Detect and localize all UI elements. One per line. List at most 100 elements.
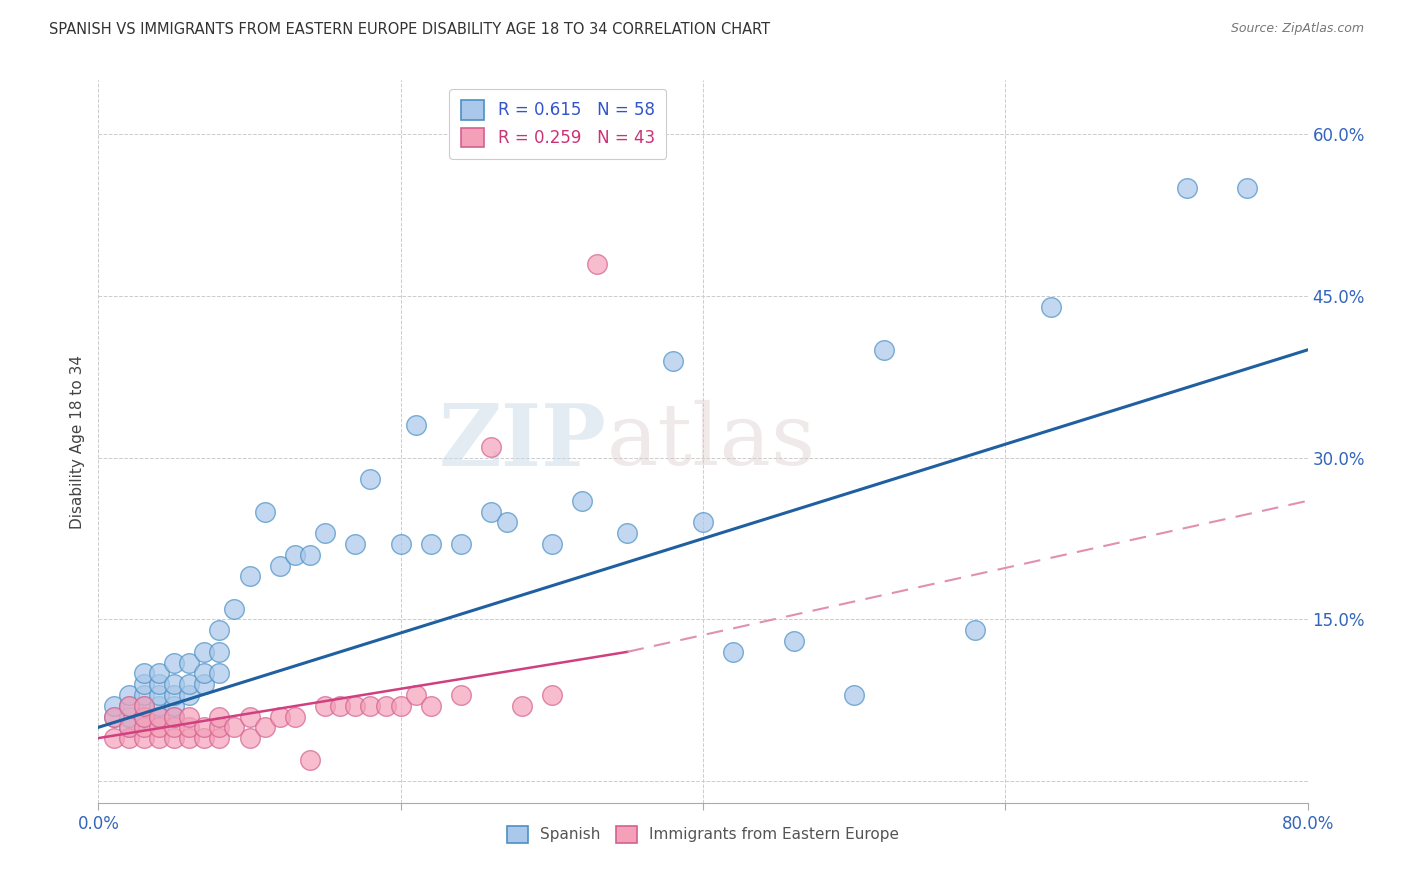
Point bbox=[118, 720, 141, 734]
Point bbox=[253, 505, 276, 519]
Point bbox=[1236, 181, 1258, 195]
Point bbox=[269, 709, 291, 723]
Point bbox=[1039, 300, 1062, 314]
Point bbox=[118, 698, 141, 713]
Point bbox=[299, 753, 322, 767]
Point bbox=[586, 257, 609, 271]
Point bbox=[783, 634, 806, 648]
Point bbox=[420, 537, 443, 551]
Point bbox=[132, 731, 155, 745]
Point bbox=[132, 677, 155, 691]
Point bbox=[481, 505, 503, 519]
Point bbox=[148, 677, 170, 691]
Point bbox=[299, 548, 322, 562]
Point bbox=[193, 645, 215, 659]
Point bbox=[224, 601, 246, 615]
Text: ZIP: ZIP bbox=[439, 400, 606, 483]
Point bbox=[103, 709, 125, 723]
Legend: Spanish, Immigrants from Eastern Europe: Spanish, Immigrants from Eastern Europe bbox=[501, 820, 905, 849]
Point bbox=[510, 698, 533, 713]
Text: Source: ZipAtlas.com: Source: ZipAtlas.com bbox=[1230, 22, 1364, 36]
Point bbox=[692, 516, 714, 530]
Point bbox=[844, 688, 866, 702]
Point bbox=[163, 720, 186, 734]
Point bbox=[723, 645, 745, 659]
Point bbox=[208, 720, 231, 734]
Point bbox=[132, 698, 155, 713]
Point bbox=[118, 688, 141, 702]
Point bbox=[495, 516, 517, 530]
Point bbox=[148, 709, 170, 723]
Point bbox=[148, 666, 170, 681]
Point bbox=[540, 688, 562, 702]
Point bbox=[163, 709, 186, 723]
Point bbox=[540, 537, 562, 551]
Point bbox=[103, 698, 125, 713]
Point bbox=[148, 698, 170, 713]
Point bbox=[239, 709, 262, 723]
Point bbox=[132, 666, 155, 681]
Point bbox=[616, 526, 638, 541]
Point bbox=[193, 666, 215, 681]
Point bbox=[208, 731, 231, 745]
Point bbox=[329, 698, 352, 713]
Point bbox=[389, 537, 412, 551]
Point bbox=[193, 731, 215, 745]
Point bbox=[314, 526, 336, 541]
Point bbox=[208, 709, 231, 723]
Point bbox=[163, 709, 186, 723]
Point bbox=[571, 493, 593, 508]
Point bbox=[1175, 181, 1198, 195]
Point bbox=[208, 624, 231, 638]
Point bbox=[193, 677, 215, 691]
Point bbox=[163, 677, 186, 691]
Point bbox=[163, 688, 186, 702]
Point bbox=[450, 537, 472, 551]
Point bbox=[118, 720, 141, 734]
Text: atlas: atlas bbox=[606, 400, 815, 483]
Point bbox=[450, 688, 472, 702]
Point bbox=[132, 709, 155, 723]
Point bbox=[284, 709, 307, 723]
Point bbox=[163, 698, 186, 713]
Point bbox=[269, 558, 291, 573]
Point bbox=[344, 698, 367, 713]
Point bbox=[179, 656, 201, 670]
Point bbox=[132, 698, 155, 713]
Point bbox=[179, 709, 201, 723]
Point bbox=[179, 688, 201, 702]
Point bbox=[148, 688, 170, 702]
Point bbox=[360, 472, 382, 486]
Y-axis label: Disability Age 18 to 34: Disability Age 18 to 34 bbox=[69, 354, 84, 529]
Point bbox=[163, 656, 186, 670]
Point bbox=[389, 698, 412, 713]
Point bbox=[360, 698, 382, 713]
Point bbox=[208, 666, 231, 681]
Point bbox=[163, 731, 186, 745]
Point bbox=[193, 720, 215, 734]
Point bbox=[253, 720, 276, 734]
Point bbox=[179, 720, 201, 734]
Point bbox=[344, 537, 367, 551]
Point bbox=[179, 677, 201, 691]
Point bbox=[132, 709, 155, 723]
Point bbox=[118, 698, 141, 713]
Point bbox=[224, 720, 246, 734]
Point bbox=[148, 709, 170, 723]
Point bbox=[239, 731, 262, 745]
Point bbox=[374, 698, 396, 713]
Point bbox=[420, 698, 443, 713]
Point bbox=[132, 720, 155, 734]
Point bbox=[405, 688, 427, 702]
Point bbox=[179, 731, 201, 745]
Point bbox=[661, 353, 683, 368]
Point bbox=[965, 624, 987, 638]
Point bbox=[148, 720, 170, 734]
Point bbox=[284, 548, 307, 562]
Point bbox=[405, 418, 427, 433]
Point bbox=[239, 569, 262, 583]
Point bbox=[314, 698, 336, 713]
Point bbox=[208, 645, 231, 659]
Point bbox=[103, 709, 125, 723]
Point bbox=[118, 731, 141, 745]
